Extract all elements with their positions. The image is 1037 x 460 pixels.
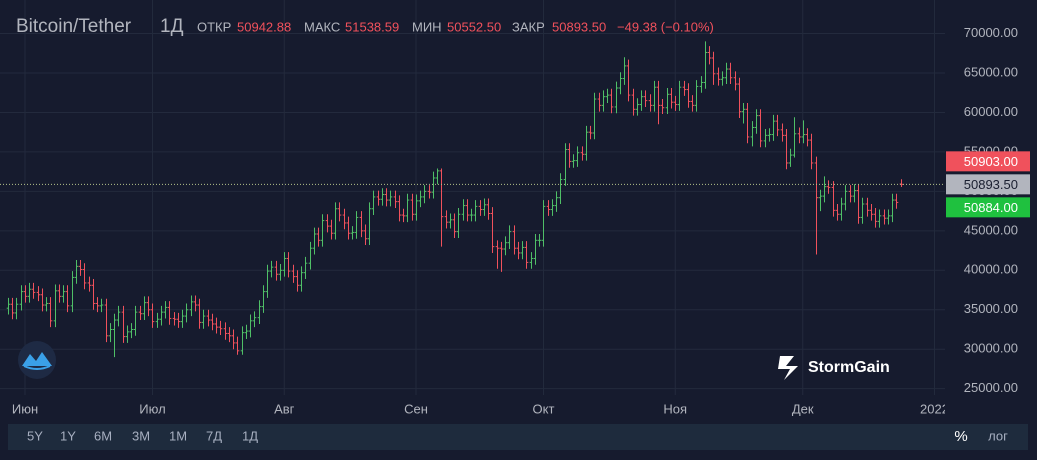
percent-button[interactable]: %	[954, 428, 967, 445]
toolbar-buttons: 5Y 1Y 6M 3M 1M 7Д 1Д	[27, 428, 258, 443]
price-label: 50893.50	[964, 177, 1018, 192]
x-tick-label: Дек	[792, 401, 814, 416]
symbol: Bitcoin/Tether	[16, 16, 132, 37]
bars	[6, 41, 904, 358]
range-button[interactable]: 3M	[132, 428, 150, 443]
x-tick-label: Ноя	[663, 401, 687, 416]
log-button[interactable]: лог	[988, 428, 1008, 443]
close-value: 50893.50	[552, 19, 606, 34]
stormgain-logo: StormGain	[778, 356, 890, 380]
app-logo[interactable]	[18, 341, 56, 379]
y-tick-label: 25000.00	[964, 380, 1018, 395]
range-button[interactable]: 1Д	[242, 428, 258, 443]
y-tick-label: 65000.00	[964, 64, 1018, 79]
price-label: 50884.00	[964, 200, 1018, 215]
high-label: МАКС	[304, 19, 340, 34]
x-tick-label: 2022	[920, 401, 949, 416]
close-label: ЗАКР	[512, 19, 545, 34]
y-tick-label: 35000.00	[964, 301, 1018, 316]
price-label-box	[946, 174, 1030, 195]
low-label: МИН	[412, 19, 442, 34]
y-tick-label: 70000.00	[964, 25, 1018, 40]
y-tick-label: 30000.00	[964, 341, 1018, 356]
price-label-box	[946, 197, 1030, 218]
range-button[interactable]: 5Y	[27, 428, 43, 443]
change-value: −49.38 (−0.10%)	[617, 19, 714, 34]
x-tick-label: Июн	[12, 401, 38, 416]
x-tick-label: Июл	[139, 401, 165, 416]
price-label-box	[946, 151, 1030, 172]
toolbar	[8, 424, 1028, 450]
range-button[interactable]: 6M	[94, 428, 112, 443]
high-value: 51538.59	[345, 19, 399, 34]
open-value: 50942.88	[237, 19, 291, 34]
logo-text: StormGain	[808, 359, 890, 376]
axes: 25000.00 30000.00 35000.00 40000.00 45000.00…	[0, 25, 1030, 416]
price-label: 50903.00	[964, 154, 1018, 169]
y-tick-label: 60000.00	[964, 104, 1018, 119]
range-button[interactable]: 7Д	[206, 428, 222, 443]
x-axis-labels: Июн Июл Авг Сен Окт Ноя Дек 2022	[12, 401, 949, 416]
grid	[0, 0, 945, 395]
range-button[interactable]: 1M	[169, 428, 187, 443]
low-value: 50552.50	[447, 19, 501, 34]
x-tick-label: Сен	[404, 401, 428, 416]
x-tick-label: Авг	[274, 401, 295, 416]
x-tick-label: Окт	[533, 401, 555, 416]
interval: 1Д	[160, 16, 184, 37]
y-tick-label: 40000.00	[964, 262, 1018, 277]
open-label: ОТКР	[197, 19, 231, 34]
y-tick-label: 45000.00	[964, 222, 1018, 237]
range-button[interactable]: 1Y	[60, 428, 76, 443]
